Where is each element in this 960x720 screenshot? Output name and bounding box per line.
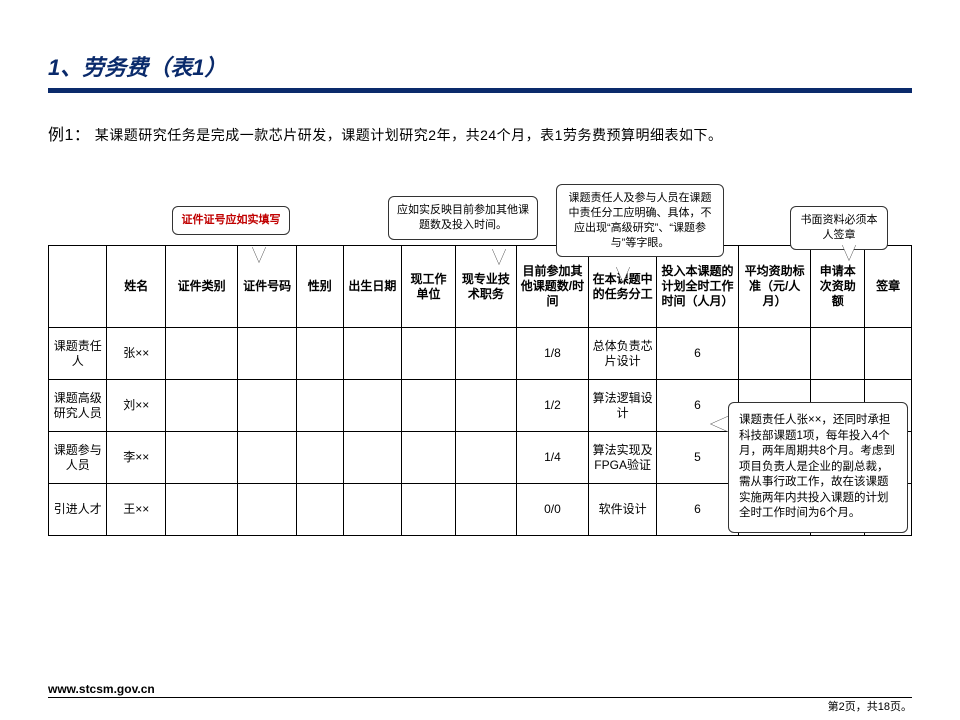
footer-url: www.stcsm.gov.cn — [48, 682, 155, 696]
table-cell — [455, 328, 516, 380]
callout-explanation-pointer — [711, 416, 729, 432]
table-cell — [811, 328, 865, 380]
table-cell: 1/2 — [516, 380, 589, 432]
callout-other-projects-pointer — [492, 248, 506, 264]
table-cell — [455, 484, 516, 536]
callout-id-truthful-pointer — [252, 246, 266, 262]
table-cell — [238, 432, 296, 484]
table-cell: 张×× — [107, 328, 165, 380]
intro-paragraph: 例1： 某课题研究任务是完成一款芯片研发，课题计划研究2年，共24个月，表1劳务… — [48, 121, 912, 145]
col-employer: 现工作单位 — [402, 246, 456, 328]
table-cell: 算法逻辑设计 — [589, 380, 657, 432]
table-cell — [238, 328, 296, 380]
col-task: 在本课题中的任务分工 — [589, 246, 657, 328]
table-cell: 刘×× — [107, 380, 165, 432]
table-cell — [165, 380, 238, 432]
callout-id-truthful: 证件证号应如实填写 — [172, 206, 290, 235]
table-cell — [165, 484, 238, 536]
page-number: 第2页，共18页。 — [828, 698, 912, 714]
table-cell: 1/4 — [516, 432, 589, 484]
table-cell — [738, 328, 811, 380]
table-cell: 总体负责芯片设计 — [589, 328, 657, 380]
table-header-row: 姓名 证件类别 证件号码 性别 出生日期 现工作单位 现专业技术职务 目前参加其… — [49, 246, 912, 328]
table-cell — [402, 484, 456, 536]
col-idtype: 证件类别 — [165, 246, 238, 328]
table-cell: 引进人才 — [49, 484, 107, 536]
table-cell — [238, 484, 296, 536]
table-cell: 王×× — [107, 484, 165, 536]
col-rate: 平均资助标准（元/人月） — [738, 246, 811, 328]
callout-signature-pointer — [842, 244, 856, 260]
table-cell — [343, 328, 401, 380]
table-cell — [343, 484, 401, 536]
table-cell — [238, 380, 296, 432]
col-dob: 出生日期 — [343, 246, 401, 328]
table-cell — [455, 380, 516, 432]
table-cell — [402, 328, 456, 380]
table-cell — [343, 432, 401, 484]
table-cell — [296, 380, 343, 432]
table-cell: 李×× — [107, 432, 165, 484]
col-months: 投入本课题的计划全时工作时间（人月） — [657, 246, 739, 328]
title-rule — [48, 88, 912, 93]
table-cell: 5 — [657, 432, 739, 484]
table-cell: 课题参与人员 — [49, 432, 107, 484]
table-cell — [402, 432, 456, 484]
footer-rule — [48, 697, 912, 698]
table-cell — [296, 328, 343, 380]
table-cell — [165, 432, 238, 484]
table-cell: 0/0 — [516, 484, 589, 536]
slide: 1、劳务费（表1） 例1： 某课题研究任务是完成一款芯片研发，课题计划研究2年，… — [0, 0, 960, 720]
col-amount: 申请本次资助额 — [811, 246, 865, 328]
col-gender: 性别 — [296, 246, 343, 328]
callout-task-division-pointer — [616, 266, 630, 282]
table-cell: 算法实现及FPGA验证 — [589, 432, 657, 484]
callout-task-division: 课题责任人及参与人员在课题中责任分工应明确、具体，不应出现“高级研究”、“课题参… — [556, 184, 724, 257]
table-row: 课题责任人张×× 1/8总体负责芯片设计6 — [49, 328, 912, 380]
callout-explanation: 课题责任人张××，还同时承担科技部课题1项，每年投入4个月，两年周期共8个月。考… — [728, 402, 908, 533]
col-blank — [49, 246, 107, 328]
table-cell — [296, 432, 343, 484]
callout-signature: 书面资料必须本人签章 — [790, 206, 888, 250]
table-cell: 课题高级研究人员 — [49, 380, 107, 432]
table-cell: 课题责任人 — [49, 328, 107, 380]
table-cell — [165, 328, 238, 380]
table-cell — [343, 380, 401, 432]
table-cell: 6 — [657, 328, 739, 380]
intro-body: 某课题研究任务是完成一款芯片研发，课题计划研究2年，共24个月，表1劳务费预算明… — [95, 127, 723, 143]
col-title: 现专业技术职务 — [455, 246, 516, 328]
table-cell: 1/8 — [516, 328, 589, 380]
intro-lead: 例1： — [48, 127, 90, 144]
table-cell — [455, 432, 516, 484]
col-idnum: 证件号码 — [238, 246, 296, 328]
table-cell: 软件设计 — [589, 484, 657, 536]
page-title: 1、劳务费（表1） — [48, 50, 912, 82]
col-name: 姓名 — [107, 246, 165, 328]
col-sign: 签章 — [865, 246, 912, 328]
table-cell — [296, 484, 343, 536]
col-other: 目前参加其他课题数/时间 — [516, 246, 589, 328]
table-cell: 6 — [657, 484, 739, 536]
table-cell — [402, 380, 456, 432]
table-cell — [865, 328, 912, 380]
callout-other-projects: 应如实反映目前参加其他课题数及投入时间。 — [388, 196, 538, 240]
